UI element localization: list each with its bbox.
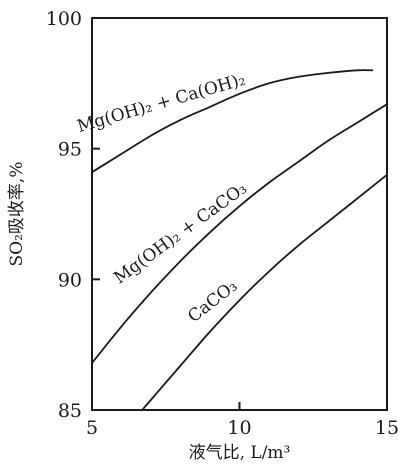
series-label-2: CaCO₃ <box>184 276 241 327</box>
series-label-0: Mg(OH)₂ + Ca(OH)₂ <box>75 70 248 137</box>
tick-labels: 5 10 15 85 90 95 100 <box>46 8 399 439</box>
y-tick-label: 95 <box>58 139 82 161</box>
y-axis-title: SO₂吸收率,% <box>7 162 27 267</box>
y-tick-label: 85 <box>58 400 82 422</box>
x-tick-label: 5 <box>86 417 98 439</box>
series-label-1: Mg(OH)₂ + CaCO₃ <box>110 179 250 289</box>
series-line-1 <box>92 104 387 363</box>
y-tick-label: 90 <box>58 269 82 291</box>
x-tick-label: 10 <box>227 417 251 439</box>
series-lines <box>92 70 387 410</box>
x-tick-label: 15 <box>375 417 399 439</box>
y-tick-label: 100 <box>46 8 82 30</box>
x-axis-title: 液气比, L/m³ <box>189 443 291 463</box>
series-line-2 <box>142 175 387 410</box>
